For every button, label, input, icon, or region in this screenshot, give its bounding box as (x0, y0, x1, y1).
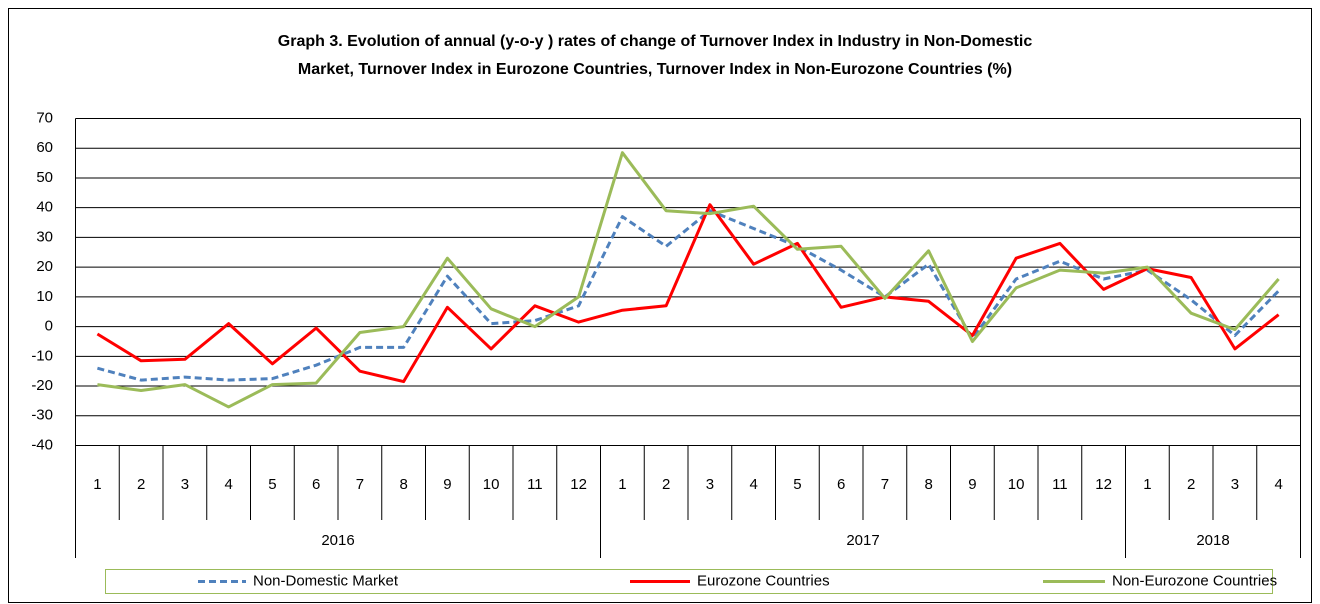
y-tick-label: 50 (36, 169, 53, 186)
series-line (97, 151, 1280, 409)
x-tick-label: 4 (749, 476, 757, 493)
x-tick-label: 10 (483, 476, 500, 493)
x-tick-label: 7 (356, 476, 364, 493)
y-tick-label: 70 (36, 109, 53, 126)
y-tick-label: 0 (45, 318, 53, 335)
x-tick-label: 5 (268, 476, 276, 493)
x-group-label: 2018 (1196, 532, 1229, 549)
legend-label: Non-Eurozone Countries (1112, 572, 1277, 589)
series-line (97, 209, 1280, 382)
series-line (96, 203, 1280, 384)
x-tick-label: 8 (924, 476, 932, 493)
x-tick-label: 6 (837, 476, 845, 493)
x-tick-label: 4 (224, 476, 232, 493)
y-tick-label: 30 (36, 228, 53, 245)
x-tick-label: 1 (1143, 476, 1151, 493)
x-tick-label: 12 (570, 476, 587, 493)
legend-box (105, 569, 1273, 594)
x-tick-label: 9 (968, 476, 976, 493)
x-tick-label: 2 (137, 476, 145, 493)
x-tick-label: 6 (312, 476, 320, 493)
x-tick-label: 3 (1231, 476, 1239, 493)
y-tick-label: -40 (31, 436, 53, 453)
y-tick-label: 60 (36, 139, 53, 156)
x-tick-label: 12 (1095, 476, 1112, 493)
x-tick-label: 8 (399, 476, 407, 493)
x-tick-label: 3 (181, 476, 189, 493)
x-group-label: 2017 (846, 532, 879, 549)
y-tick-label: 40 (36, 199, 53, 216)
chart-title: Graph 3. Evolution of annual (y-o-y ) ra… (278, 33, 1033, 50)
y-tick-label: 10 (36, 288, 53, 305)
x-tick-label: 10 (1008, 476, 1025, 493)
y-tick-label: 20 (36, 258, 53, 275)
legend-label: Eurozone Countries (697, 572, 830, 589)
x-group-label: 2016 (321, 532, 354, 549)
x-tick-label: 11 (527, 476, 543, 493)
x-tick-label: 11 (1052, 476, 1068, 493)
legend-label: Non-Domestic Market (253, 572, 399, 589)
x-tick-label: 1 (93, 476, 101, 493)
x-tick-label: 2 (1187, 476, 1195, 493)
y-tick-label: -30 (31, 407, 53, 424)
x-tick-label: 9 (443, 476, 451, 493)
x-tick-label: 7 (881, 476, 889, 493)
x-tick-label: 4 (1274, 476, 1282, 493)
x-tick-label: 2 (662, 476, 670, 493)
y-tick-label: -10 (31, 347, 53, 364)
chart-title: Market, Turnover Index in Eurozone Count… (298, 61, 1012, 78)
y-tick-label: -20 (31, 377, 53, 394)
x-tick-label: 3 (706, 476, 714, 493)
x-tick-label: 1 (618, 476, 626, 493)
x-tick-label: 5 (793, 476, 801, 493)
